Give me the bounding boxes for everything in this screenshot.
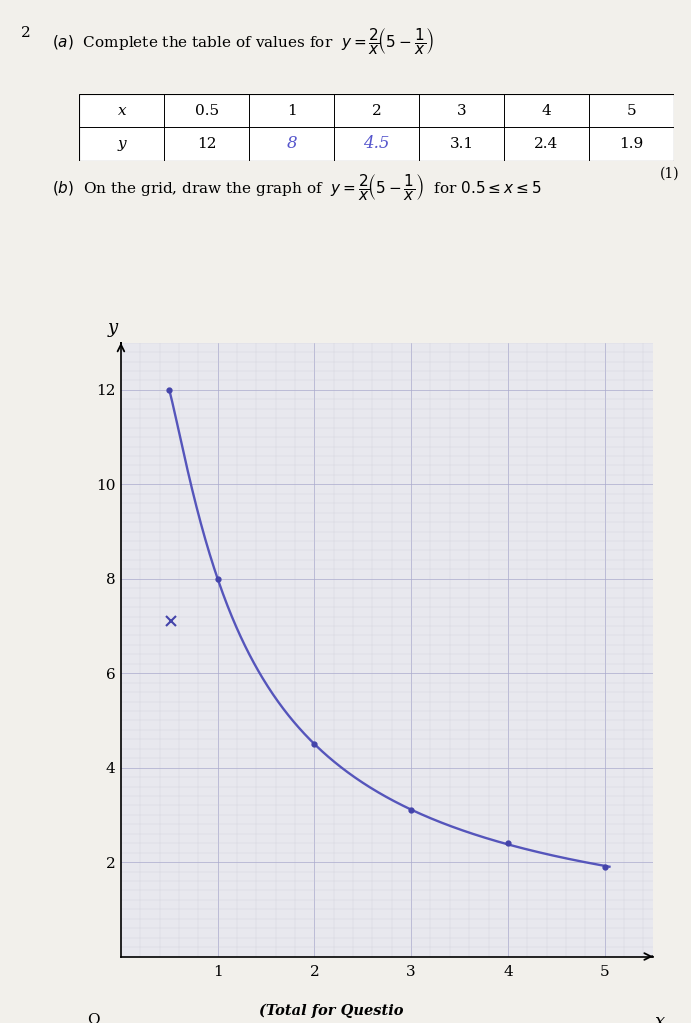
- Text: 12: 12: [197, 137, 216, 151]
- Text: (Total for Questio: (Total for Questio: [259, 1004, 404, 1018]
- Text: 2: 2: [372, 103, 381, 118]
- Text: 3.1: 3.1: [449, 137, 473, 151]
- Text: y: y: [117, 137, 126, 151]
- Text: (1): (1): [660, 167, 679, 181]
- Text: 1: 1: [287, 103, 296, 118]
- Text: 5: 5: [627, 103, 636, 118]
- Text: y: y: [108, 318, 118, 337]
- Text: 4.5: 4.5: [363, 135, 390, 152]
- Text: $(a)$  Complete the table of values for  $y = \dfrac{2}{x}\!\left(5-\dfrac{1}{x}: $(a)$ Complete the table of values for $…: [52, 26, 435, 55]
- Text: 1.9: 1.9: [619, 137, 643, 151]
- Text: 0.5: 0.5: [195, 103, 219, 118]
- Text: x: x: [655, 1013, 665, 1023]
- Text: 4: 4: [542, 103, 551, 118]
- Text: 2: 2: [21, 26, 30, 40]
- Text: $(b)$  On the grid, draw the graph of  $y = \dfrac{2}{x}\!\left(5-\dfrac{1}{x}\r: $(b)$ On the grid, draw the graph of $y …: [52, 172, 541, 202]
- Text: 3: 3: [457, 103, 466, 118]
- Text: x: x: [117, 103, 126, 118]
- Text: 2.4: 2.4: [534, 137, 558, 151]
- Text: O: O: [87, 1013, 100, 1023]
- Text: 8: 8: [286, 135, 297, 152]
